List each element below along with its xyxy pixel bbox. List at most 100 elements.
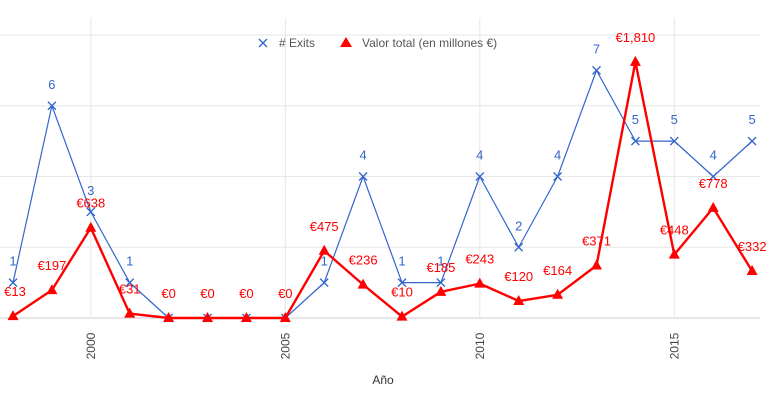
data-label-valor-total: €13 [4,284,26,299]
data-point-valor-total [7,310,19,321]
data-label-valor-total: €0 [239,286,253,301]
data-point-valor-total [202,312,213,322]
data-label-exits: 5 [671,112,678,127]
data-label-valor-total: €448 [660,223,689,238]
data-point-valor-total [279,312,291,322]
marker-x-stroke [708,172,718,181]
data-point-valor-total [707,201,719,212]
data-point-exits [319,278,329,288]
data-point-valor-total [124,307,136,318]
data-label-valor-total: €0 [200,286,214,301]
data-label-valor-total: €31 [119,282,141,297]
gridlines [0,18,760,319]
legend-label-exits: # Exits [279,36,315,50]
data-point-exits [592,65,601,75]
marker-x-stroke [553,172,563,181]
data-point-exits [630,136,640,146]
marker-x-stroke [514,242,524,252]
marker-x-stroke [397,278,407,288]
data-label-valor-total: €120 [504,269,533,284]
data-label-valor-total: €243 [465,252,494,267]
data-point-valor-total [240,312,252,322]
x-tick-label: 2005 [278,332,292,359]
data-label-valor-total: €185 [426,260,455,275]
data-label-valor-total: €10 [391,285,413,300]
marker-x-stroke [86,207,96,217]
data-label-valor-total: €0 [161,286,175,301]
data-point-valor-total [746,265,758,276]
x-axis-title: Año [372,373,394,387]
data-point-exits [747,136,757,146]
data-label-exits: 6 [48,77,55,92]
data-label-valor-total: €475 [310,219,339,234]
legend-item-exits[interactable]: # Exits [258,36,315,50]
data-point-valor-total [668,248,680,259]
x-tick-label: 2010 [473,332,487,359]
data-point-exits [475,172,485,181]
data-point-valor-total [552,288,564,299]
data-label-valor-total: €164 [543,263,572,278]
marker-x-stroke [47,101,57,111]
data-label-exits: 1 [437,254,444,269]
data-point-valor-total [85,221,97,232]
data-point-valor-total [46,284,58,295]
data-point-exits [8,278,18,288]
data-point-valor-total [629,55,641,66]
legend-marker-x-icon [258,38,268,48]
marker-x-stroke [319,278,329,288]
data-label-valor-total: €197 [37,258,66,273]
data-label-exits: 4 [359,148,366,163]
data-point-valor-total [474,277,486,288]
data-label-exits: 4 [710,148,717,163]
data-label-exits: 3 [87,183,94,198]
marker-x-stroke [358,172,368,181]
data-label-exits: 1 [321,254,328,269]
legend: # Exits Valor total (en millones €) [258,36,497,50]
data-label-exits: 1 [9,254,16,269]
data-label-exits: 2 [515,218,522,233]
marker-x-stroke [8,278,18,288]
data-label-exits: 4 [554,148,561,163]
marker-x-stroke [436,278,446,288]
data-point-valor-total [513,295,525,306]
data-label-exits: 7 [593,41,600,56]
marker-x-stroke [630,136,640,146]
legend-item-valor-total[interactable]: Valor total (en millones €) [340,36,497,50]
data-point-valor-total [396,310,408,321]
series-line-exits [12,69,753,319]
marker-x-stroke [475,172,485,181]
x-axis-tick-labels: 2000 2005 2010 2015 [84,332,681,359]
data-point-valor-total [435,285,447,296]
data-label-exits: 1 [398,254,405,269]
data-point-valor-total [591,259,602,270]
x-tick-label: 2015 [667,332,681,359]
data-label-valor-total: €236 [349,253,378,268]
data-label-valor-total: €0 [278,286,292,301]
series-line-valor-total [12,60,754,320]
data-label-exits: 5 [748,112,755,127]
data-labels: 1 6 3 1 1 4 1 1 4 2 4 7 5 5 4 5 €13 €197 €638 €31 €0 €0 €0 €0 €4… [4,30,766,301]
data-label-exits: 5 [632,112,639,127]
legend-marker-triangle-icon [340,37,352,47]
marker-x-stroke [747,136,757,146]
data-point-exits [514,242,524,252]
series-layer [7,55,758,323]
marker-x-stroke [592,65,601,75]
data-label-valor-total: €332 [738,239,767,254]
data-label-valor-total: €1,810 [616,30,656,45]
data-point-valor-total [318,244,330,255]
data-point-exits [125,278,135,288]
data-point-exits [436,278,446,288]
data-point-exits [86,207,96,217]
marker-x-stroke [125,278,135,288]
data-point-exits [708,172,718,181]
data-label-exits: 1 [126,254,133,269]
data-label-valor-total: €371 [582,234,611,249]
data-point-valor-total [357,278,369,289]
data-label-exits: 4 [476,148,483,163]
data-point-exits [358,172,368,181]
legend-label-valor-total: Valor total (en millones €) [362,36,497,50]
data-label-valor-total: €778 [699,176,728,191]
data-point-exits [553,172,563,181]
